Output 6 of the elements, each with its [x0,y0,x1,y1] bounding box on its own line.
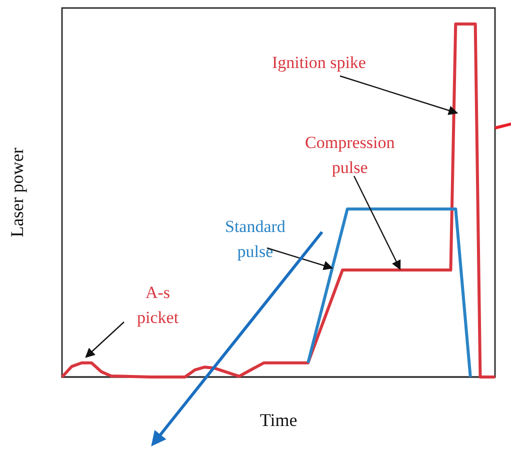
text: Standard pulse [224,217,286,261]
x-axis-title: Time [260,410,298,430]
annotation: A-s picket [136,283,179,327]
annotation: Compression pulse [304,133,396,177]
annotation: Ignition spike [272,53,366,72]
y-axis-title: Laser power [7,148,27,238]
